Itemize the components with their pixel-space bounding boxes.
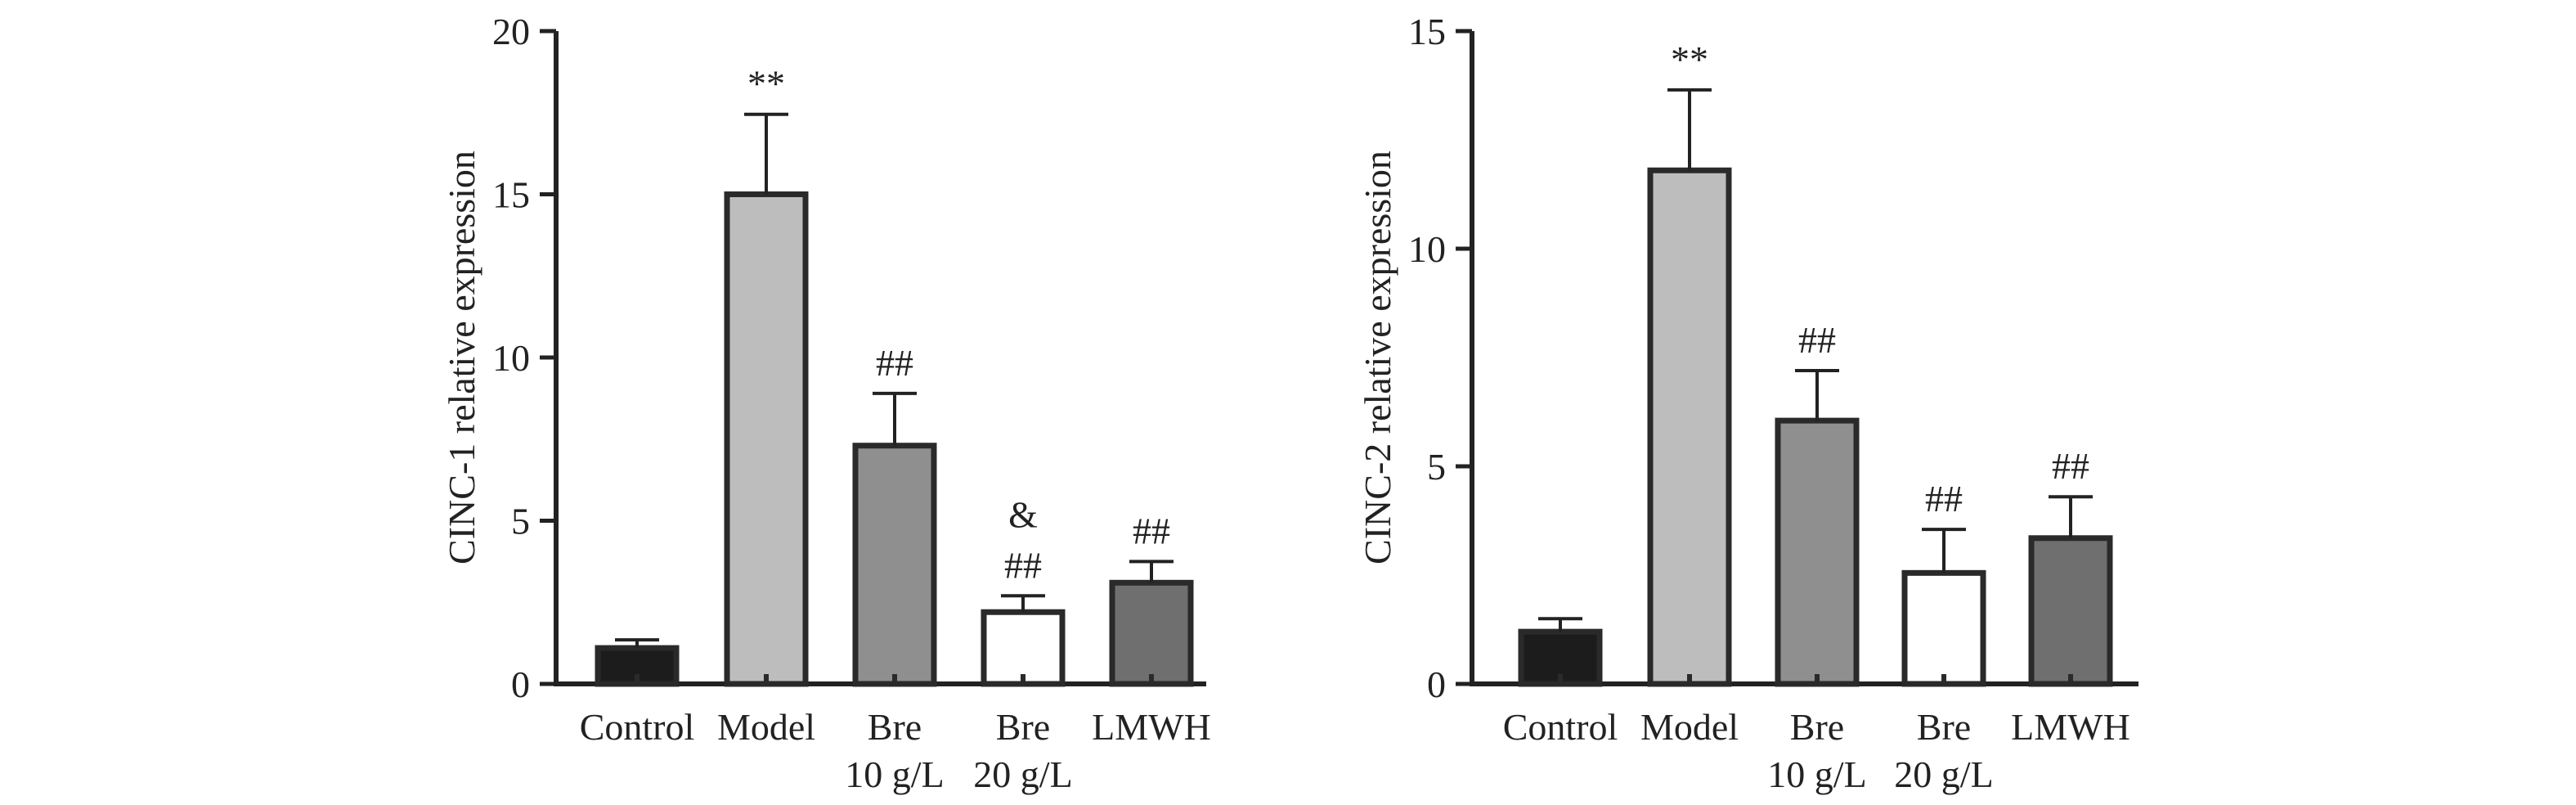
bar-model — [724, 191, 809, 687]
significance-marker: ## — [1133, 510, 1170, 551]
significance-marker: ** — [747, 63, 785, 105]
y-tick-label: 0 — [511, 663, 530, 705]
bar-bre20 — [1901, 569, 1986, 687]
chart-panel-cinc1: 0 5 10 15 20 CINC-1 relative expression Contro… — [441, 11, 1211, 795]
x-tick-label: Control — [1503, 706, 1618, 748]
y-tick-label: 10 — [492, 337, 530, 379]
bar-lmwh — [2028, 535, 2113, 687]
y-tick-label: 10 — [1408, 228, 1446, 270]
y-axis-title: CINC-2 relative expression — [1357, 151, 1398, 564]
x-tick-label: Control — [580, 706, 695, 748]
x-tick-label: LMWH — [1092, 706, 1211, 748]
significance-marker: ## — [1004, 544, 1042, 586]
x-tick-label-line2: 20 g/L — [973, 753, 1072, 795]
x-tick-label: Model — [1640, 706, 1739, 748]
x-tick-label-line2: 20 g/L — [1894, 753, 1993, 795]
bar-bre20 — [981, 609, 1066, 687]
x-tick-label: Bre — [1790, 706, 1844, 748]
x-tick-label: LMWH — [2011, 706, 2130, 748]
y-tick-label: 15 — [492, 174, 530, 216]
x-tick-label: Model — [717, 706, 815, 748]
y-tick-label: 15 — [1408, 11, 1446, 52]
significance-marker: ## — [2052, 445, 2089, 487]
x-tick-label: Bre — [868, 706, 922, 748]
significance-marker: ## — [1925, 478, 1963, 519]
y-tick-label: 5 — [511, 501, 530, 542]
y-axis-title: CINC-1 relative expression — [441, 151, 482, 564]
x-tick-label: Bre — [996, 706, 1050, 748]
y-tick-label: 0 — [1427, 663, 1446, 705]
significance-marker: & — [1008, 493, 1038, 535]
bar-lmwh — [1109, 579, 1194, 687]
significance-marker: ** — [1671, 38, 1708, 80]
x-tick-label-line2: 10 g/L — [1767, 753, 1866, 795]
bar-model — [1647, 167, 1732, 687]
significance-marker: ## — [1798, 319, 1836, 361]
x-tick-label: Bre — [1917, 706, 1971, 748]
bar-bre10 — [852, 443, 937, 687]
x-tick-label-line2: 10 g/L — [845, 753, 944, 795]
significance-marker: ## — [876, 342, 913, 384]
y-tick-label: 5 — [1427, 446, 1446, 488]
y-tick-label: 20 — [492, 11, 530, 52]
chart-panel-cinc2: 0 5 10 15 CINC-2 relative expression Control *… — [1357, 11, 2138, 795]
bar-bre10 — [1775, 417, 1860, 687]
